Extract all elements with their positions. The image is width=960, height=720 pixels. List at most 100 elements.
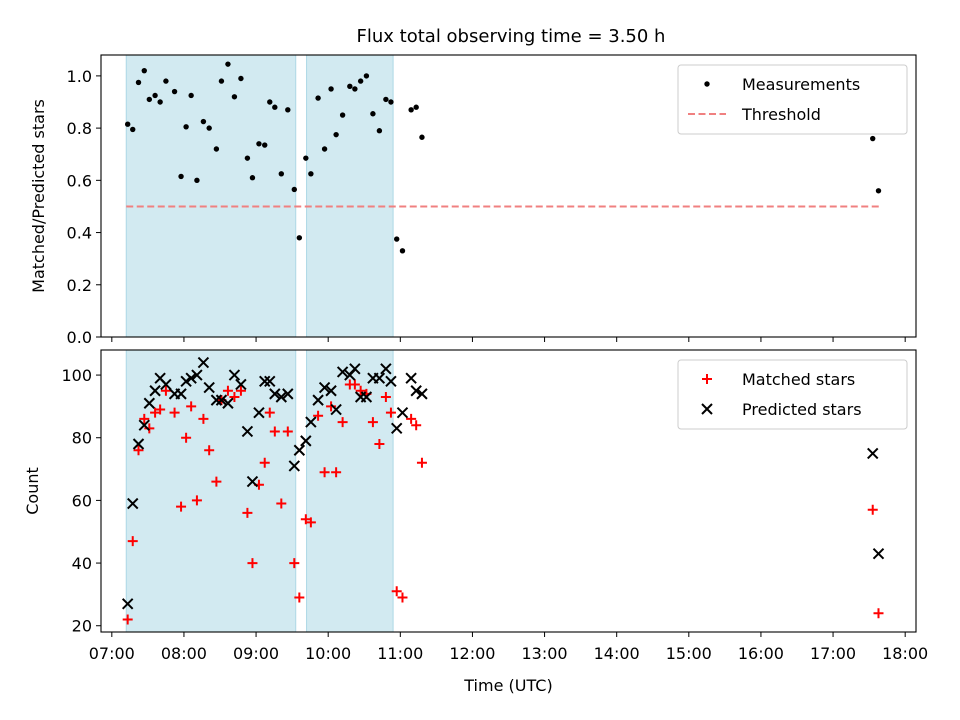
y-tick-label: 20 [72, 617, 92, 636]
measurement-point [141, 67, 147, 74]
measurement-point [376, 128, 383, 134]
matched-star-point [289, 558, 300, 569]
measurement-point [206, 125, 212, 131]
measurement-point [285, 107, 291, 113]
y-tick-label: 0.2 [67, 276, 92, 295]
measurement-point [328, 86, 334, 92]
x-tick-label: 14:00 [594, 644, 640, 663]
measurement-point [194, 177, 200, 184]
matched-star-point [259, 457, 270, 468]
legend-label: Threshold [741, 105, 821, 124]
matched-star-point [305, 517, 316, 528]
matched-star-point [313, 410, 324, 421]
matched-star-point [181, 432, 192, 443]
measurement-point [357, 78, 364, 84]
measurement-point [333, 131, 339, 138]
predicted-star-point [312, 394, 324, 406]
matched-star-point [247, 558, 258, 569]
measurement-point [352, 86, 358, 92]
matched-star-point [397, 592, 408, 603]
predicted-star-point [197, 356, 210, 369]
measurement-point [213, 146, 220, 152]
x-axis-label: Time (UTC) [463, 676, 552, 695]
measurement-point [267, 99, 273, 105]
predicted-star-point [143, 397, 156, 409]
y-tick-label: 60 [72, 491, 92, 510]
predicted-star-point [336, 366, 349, 378]
matched-star-point [144, 423, 155, 434]
matched-star-point [282, 426, 293, 437]
measurement-point [303, 155, 309, 161]
matched-star-point [873, 608, 884, 619]
matched-star-point [133, 445, 144, 456]
predicted-star-point [175, 388, 187, 400]
matched-star-point [204, 445, 215, 456]
matched-star-point [355, 385, 366, 396]
x-tick-label: 16:00 [738, 644, 784, 663]
predicted-star-point [180, 375, 192, 388]
measurement-point [383, 96, 389, 103]
predicted-star-point [127, 497, 139, 510]
predicted-star-point [191, 369, 203, 381]
predicted-star-point [360, 391, 373, 403]
y-tick-label: 40 [72, 554, 92, 573]
matched-star-point [374, 439, 385, 449]
x-tick-label: 18:00 [882, 644, 928, 663]
measurement-point [183, 124, 189, 130]
measurement-point [225, 61, 231, 67]
predicted-star-point [235, 378, 247, 391]
measurement-point [171, 88, 178, 95]
predicted-star-point [149, 385, 161, 397]
x-tick-label: 11:00 [377, 644, 423, 663]
matched-star-point [198, 413, 209, 424]
matched-star-point [385, 407, 396, 418]
legend-label: Measurements [742, 75, 860, 94]
y-tick-label: 1.0 [67, 67, 92, 86]
measurement-point [200, 118, 207, 125]
measurement-point [870, 135, 876, 142]
x-tick-label: 09:00 [233, 644, 279, 663]
predicted-star-point [416, 388, 428, 400]
measurement-point [363, 73, 370, 79]
matched-star-point [380, 392, 391, 402]
legend-label: Matched stars [742, 370, 855, 389]
x-tick-label: 17:00 [810, 644, 856, 663]
matched-star-point [222, 385, 233, 396]
matched-star-point [191, 495, 202, 506]
matched-star-point [331, 467, 342, 478]
measurement-point [370, 111, 376, 117]
measurement-point [238, 75, 244, 82]
y-tick-label: 80 [72, 429, 92, 448]
x-tick-label: 12:00 [449, 644, 495, 663]
matched-star-point [264, 407, 275, 418]
measurement-point [419, 134, 425, 140]
measurement-point [394, 236, 400, 242]
measurement-point [262, 142, 268, 148]
predicted-star-point [300, 435, 312, 447]
measurement-point [278, 171, 285, 177]
measurement-point [256, 141, 262, 147]
predicted-star-point [215, 394, 228, 406]
measurement-point [178, 173, 184, 180]
matched-star-point [391, 586, 402, 597]
measurement-point [135, 79, 142, 86]
measurement-point [875, 188, 882, 194]
predicted-star-point [872, 547, 885, 560]
measurement-point [244, 155, 251, 161]
matched-star-point [139, 413, 150, 424]
y-axis-label: Count [23, 467, 42, 515]
matched-star-point [127, 536, 138, 547]
measurement-point [157, 99, 163, 105]
measurement-point [315, 95, 321, 101]
predicted-star-point [305, 416, 317, 428]
y-tick-label: 0.4 [67, 224, 92, 243]
x-tick-label: 08:00 [161, 644, 207, 663]
matched-star-point [416, 457, 427, 468]
matched-star-point [160, 385, 171, 396]
measurement-point [152, 92, 158, 99]
measurement-point [308, 171, 314, 177]
y-tick-label: 100 [61, 366, 92, 385]
predicted-star-point [385, 375, 397, 388]
y-tick-label: 0.6 [67, 171, 92, 190]
panel-top: 0.0 0.2 0.4 0.6 0.8 1.0 Matched/Predicted star… [29, 54, 917, 347]
